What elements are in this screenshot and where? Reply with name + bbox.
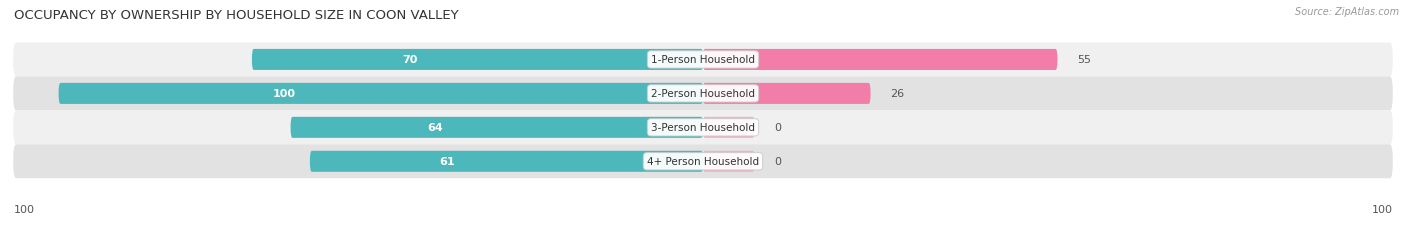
- FancyBboxPatch shape: [13, 145, 1393, 179]
- Text: 100: 100: [14, 204, 35, 214]
- Text: 100: 100: [273, 89, 295, 99]
- FancyBboxPatch shape: [703, 50, 1057, 71]
- FancyBboxPatch shape: [703, 83, 870, 104]
- Text: 100: 100: [1371, 204, 1392, 214]
- Text: 70: 70: [402, 55, 418, 65]
- Text: 61: 61: [440, 157, 456, 167]
- FancyBboxPatch shape: [703, 151, 755, 172]
- Text: 0: 0: [773, 157, 780, 167]
- Text: 55: 55: [1077, 55, 1091, 65]
- Text: 1-Person Household: 1-Person Household: [651, 55, 755, 65]
- FancyBboxPatch shape: [13, 111, 1393, 145]
- FancyBboxPatch shape: [291, 117, 703, 138]
- FancyBboxPatch shape: [309, 151, 703, 172]
- FancyBboxPatch shape: [252, 50, 703, 71]
- FancyBboxPatch shape: [59, 83, 703, 104]
- FancyBboxPatch shape: [703, 117, 755, 138]
- Text: Source: ZipAtlas.com: Source: ZipAtlas.com: [1295, 7, 1399, 17]
- Text: 2-Person Household: 2-Person Household: [651, 89, 755, 99]
- FancyBboxPatch shape: [13, 77, 1393, 111]
- Text: 3-Person Household: 3-Person Household: [651, 123, 755, 133]
- Text: 26: 26: [890, 89, 904, 99]
- Text: 0: 0: [773, 123, 780, 133]
- FancyBboxPatch shape: [13, 43, 1393, 77]
- Text: 4+ Person Household: 4+ Person Household: [647, 157, 759, 167]
- Text: OCCUPANCY BY OWNERSHIP BY HOUSEHOLD SIZE IN COON VALLEY: OCCUPANCY BY OWNERSHIP BY HOUSEHOLD SIZE…: [14, 9, 458, 22]
- Text: 64: 64: [427, 123, 443, 133]
